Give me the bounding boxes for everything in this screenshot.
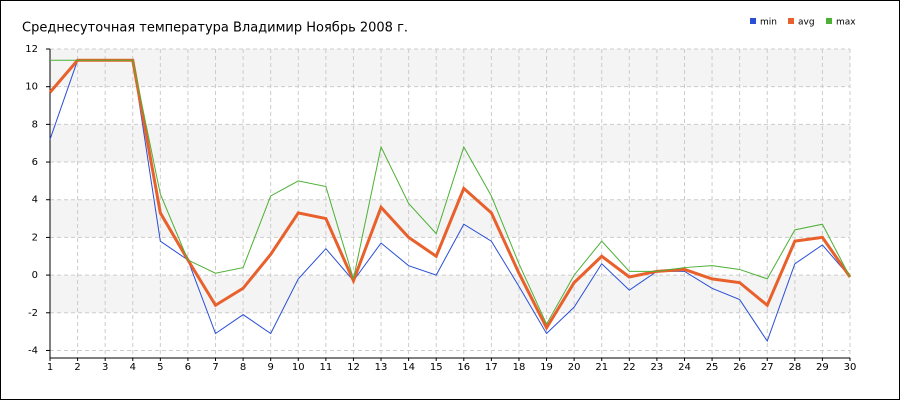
x-tick-label: 23 <box>651 362 664 373</box>
y-tick-label: 12 <box>25 44 38 55</box>
legend-swatch <box>826 18 832 24</box>
x-tick-label: 22 <box>623 362 636 373</box>
x-tick-label: 7 <box>212 362 218 373</box>
x-tick-label: 26 <box>733 362 746 373</box>
y-tick-label: 8 <box>32 119 38 130</box>
legend-label: min <box>760 18 777 28</box>
x-tick-label: 17 <box>485 362 498 373</box>
x-tick-label: 13 <box>375 362 388 373</box>
y-tick-label: 6 <box>32 157 38 168</box>
legend-label: max <box>836 18 856 28</box>
x-tick-label: 8 <box>240 362 246 373</box>
x-tick-label: 9 <box>268 362 274 373</box>
x-tick-label: 27 <box>761 362 774 373</box>
chart-title: Среднесуточная температура Владимир Нояб… <box>22 21 408 36</box>
grid-band <box>50 275 850 313</box>
x-tick-label: 2 <box>74 362 80 373</box>
x-tick-label: 11 <box>319 362 332 373</box>
y-tick-label: 2 <box>32 232 38 243</box>
x-tick-label: 10 <box>292 362 305 373</box>
x-tick-label: 16 <box>457 362 470 373</box>
x-tick-label: 29 <box>816 362 829 373</box>
x-tick-label: 4 <box>130 362 136 373</box>
y-tick-label: 10 <box>25 82 38 93</box>
x-tick-label: 28 <box>788 362 801 373</box>
series-line <box>50 59 851 326</box>
x-tick-label: 1 <box>47 362 53 373</box>
legend-label: avg <box>798 18 815 28</box>
x-tick-label: 6 <box>185 362 191 373</box>
legend-swatch <box>788 18 794 24</box>
x-tick-label: 20 <box>568 362 581 373</box>
y-tick-label: -2 <box>28 308 38 319</box>
x-tick-label: 3 <box>102 362 108 373</box>
y-tick-label: 4 <box>32 195 38 206</box>
x-tick-label: 21 <box>595 362 608 373</box>
x-tick-label: 30 <box>844 362 857 373</box>
x-tick-label: 25 <box>706 362 719 373</box>
grid-band <box>50 124 850 163</box>
x-tick-label: 19 <box>540 362 553 373</box>
series-line <box>49 59 851 343</box>
x-tick-label: 5 <box>157 362 163 373</box>
x-tick-label: 14 <box>402 362 415 373</box>
legend-swatch <box>750 18 756 24</box>
grid-band <box>50 49 850 87</box>
x-tick-label: 12 <box>347 362 360 373</box>
x-tick-label: 18 <box>513 362 526 373</box>
series-line <box>48 58 852 331</box>
x-tick-label: 24 <box>678 362 691 373</box>
y-tick-label: 0 <box>32 270 38 281</box>
x-tick-label: 15 <box>430 362 443 373</box>
y-tick-label: -4 <box>28 345 38 356</box>
